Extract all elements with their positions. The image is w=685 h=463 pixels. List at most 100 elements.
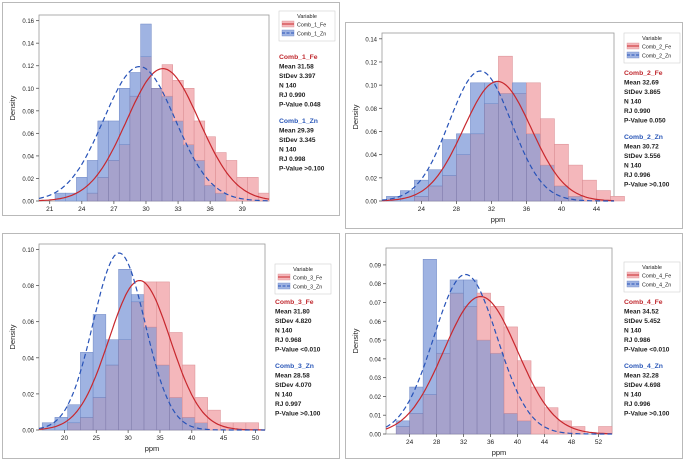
y-tick-label: 0.06: [22, 320, 34, 326]
fe-bar: [156, 281, 170, 366]
y-tick-label: 0.09: [369, 263, 381, 269]
overlap-bar: [183, 144, 195, 202]
zn-bar: [140, 23, 152, 57]
zn-bar: [129, 72, 141, 97]
overlap-bar: [215, 192, 227, 202]
y-tick-label: 0.14: [22, 42, 34, 48]
legend-zn-label: Comb_4_Zn: [642, 283, 671, 289]
x-tick-label: 28: [433, 439, 441, 446]
stats-mean: Mean 32.69: [624, 80, 659, 87]
stats-mean: Mean 30.72: [624, 144, 659, 151]
x-tick-label: 28: [453, 206, 461, 213]
legend: Variable Comb_2_Fe Comb_2_Zn: [623, 32, 681, 64]
stats-n: N 140: [624, 99, 642, 106]
y-tick-label: 0.00: [369, 433, 381, 439]
stats-rj: RJ 0.998: [279, 156, 306, 163]
chart-svg-3: 0.00 0.02 0.04 0.06 0.08 0.10 20 25 30 35 40 45 50 pp…: [8, 243, 332, 453]
stats-name: Comb_4_Fe: [624, 299, 663, 306]
stats-name: Comb_1_Zn: [279, 118, 318, 125]
overlap-bar: [414, 196, 429, 202]
y-tick-label: 0.03: [369, 376, 381, 382]
stats-mean: Mean 29.39: [279, 128, 314, 135]
overlap-bar: [193, 160, 206, 202]
fe-bar: [247, 177, 259, 202]
zn-stats-block: Comb_1_Zn Mean 29.39 StDev 3.345 N 140 RJ 0.…: [279, 118, 325, 173]
legend-title: Variable: [642, 36, 662, 42]
legend: Variable Comb_3_Fe Comb_3_Zn: [274, 263, 332, 295]
y-tick-label: 0.10: [365, 84, 377, 90]
stats-n: N 140: [624, 328, 642, 335]
overlap-bar: [181, 417, 196, 431]
overlap-bar: [503, 413, 518, 435]
stats-rj: RJ 0.990: [624, 108, 651, 115]
fe-bar: [503, 326, 518, 414]
x-axis-label: ppm: [492, 448, 507, 457]
overlap-bar: [422, 394, 437, 435]
legend-zn-label: Comb_3_Zn: [293, 285, 322, 291]
overlap-bar: [395, 426, 410, 435]
overlap-bar: [540, 164, 555, 202]
legend-title: Variable: [642, 265, 662, 271]
histogram-bars: [54, 23, 270, 202]
y-tick-label: 0.04: [365, 153, 377, 159]
fe-fit-curve: [38, 280, 265, 431]
y-tick-label: 0.12: [365, 60, 377, 66]
legend-fe-label: Comb_2_Fe: [642, 45, 671, 51]
x-tick-label: 30: [125, 435, 133, 442]
stats-stdev: StDev 4.698: [624, 382, 661, 389]
x-tick-label: 32: [488, 206, 496, 213]
overlap-bar: [436, 352, 451, 435]
chart-panel-comb-1: 0.00 0.02 0.04 0.06 0.08 0.10 0.12 0.14 0.16 21 24…: [2, 2, 340, 224]
stats-n: N 140: [624, 392, 642, 399]
zn-bar: [470, 82, 485, 135]
zn-bar: [484, 82, 499, 104]
y-tick-label: 0.02: [369, 395, 381, 401]
overlap-bar: [86, 192, 99, 202]
stats-rj: RJ 0.968: [275, 337, 302, 344]
stats-pvalue: P-Value <0.010: [624, 347, 670, 354]
x-tick-label: 36: [487, 439, 495, 446]
overlap-bar: [151, 88, 163, 202]
y-axis-label: Density: [351, 328, 360, 353]
fe-bar: [181, 364, 196, 418]
zn-bar: [131, 294, 145, 303]
zn-bar: [118, 269, 132, 340]
y-tick-label: 0.10: [22, 248, 34, 254]
y-tick-label: 0.10: [22, 87, 34, 93]
stats-mean: Mean 31.80: [275, 309, 310, 316]
stats-n: N 140: [279, 83, 297, 90]
fe-bar: [540, 118, 555, 166]
x-tick-label: 48: [568, 439, 576, 446]
overlap-bar: [129, 95, 141, 202]
stats-name: Comb_2_Fe: [624, 70, 663, 77]
zn-bar: [456, 133, 471, 155]
stats-rj: RJ 0.997: [275, 401, 302, 408]
overlap-bar: [490, 352, 505, 435]
stats-stdev: StDev 3.397: [279, 73, 316, 80]
y-tick-label: 0.06: [365, 130, 377, 136]
histogram-bars: [41, 269, 259, 431]
x-tick-label: 20: [61, 435, 69, 442]
overlap-bar: [92, 397, 107, 431]
overlap-bar: [108, 160, 120, 202]
fe-stats-block: Comb_1_Fe Mean 31.58 StDev 3.397 N 140 RJ 0.…: [279, 54, 321, 109]
fe-bar: [568, 164, 583, 197]
stats-mean: Mean 28.58: [275, 373, 310, 380]
fe-bar: [526, 82, 541, 135]
legend: Variable Comb_4_Fe Comb_4_Zn: [623, 261, 681, 293]
y-tick-label: 0.07: [369, 301, 381, 307]
overlap-bar: [172, 120, 184, 202]
chart-svg-4: 0.00 0.01 0.02 0.03 0.04 0.05 0.06 0.07 0.08 0.09…: [351, 247, 681, 457]
x-tick-label: 45: [220, 435, 228, 442]
stats-name: Comb_3_Fe: [275, 299, 314, 306]
fe-fit-curve: [38, 67, 270, 202]
x-tick-label: 44: [541, 439, 549, 446]
overlap-bar: [204, 184, 216, 202]
legend-fe-label: Comb_4_Fe: [642, 274, 671, 280]
zn-bar: [80, 352, 94, 418]
chart-panel-comb-4: 0.00 0.01 0.02 0.03 0.04 0.05 0.06 0.07 0.08 0.09…: [345, 233, 683, 459]
zn-bar: [97, 120, 109, 178]
x-tick-label: 33: [174, 206, 182, 213]
stats-stdev: StDev 3.345: [279, 137, 316, 144]
stats-mean: Mean 32.28: [624, 373, 659, 380]
